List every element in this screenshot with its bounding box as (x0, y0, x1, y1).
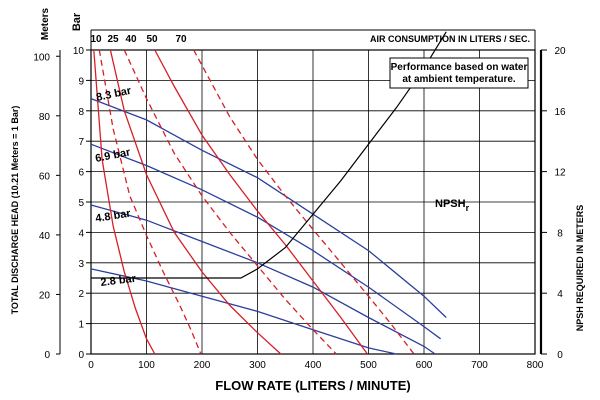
label-6-9-bar: 6.9 bar (94, 146, 132, 165)
bar-unit-label: Bar (71, 12, 83, 31)
meters-tick-label: 60 (39, 171, 51, 182)
x-tick-label: 0 (88, 360, 94, 371)
x-tick-label: 500 (360, 360, 377, 371)
bar-tick-label: 10 (73, 46, 85, 57)
meters-tick-label: 40 (39, 231, 51, 242)
label-npsh-main: NPSH (435, 198, 466, 210)
air-consumption-tick-label: 25 (107, 34, 119, 45)
bar-tick-label: 0 (78, 350, 84, 361)
air-consumption-curve-air-dashed-6 (193, 49, 415, 355)
x-tick-label: 600 (416, 360, 433, 371)
air-consumption-tick-label: 70 (175, 34, 187, 45)
note-box (389, 57, 529, 89)
bar-tick-label: 9 (78, 76, 84, 87)
pressure-curve-8-3-bar (90, 97, 447, 318)
bar-tick-label: 3 (78, 259, 84, 270)
npsh-tick-label: 12 (554, 168, 566, 179)
tick-layer: 0 100 200 300 400 500 600 700 800012345678910020… (33, 34, 566, 371)
air-consumption-tick-label: 50 (146, 34, 158, 45)
curve-layer (90, 31, 447, 355)
bar-tick-label: 6 (78, 168, 84, 179)
meters-unit-label: Meters (40, 7, 51, 40)
x-tick-label: 400 (305, 360, 322, 371)
air-consumption-curve-10 (93, 49, 156, 355)
npsh-axis-title: NPSH REQUIRED IN METERS (575, 205, 585, 332)
label-npsh-sub: r (466, 203, 470, 213)
meters-axis-title: TOTAL DISCHARGE HEAD (10.21 Meters = 1 B… (10, 106, 20, 315)
x-tick-label: 200 (194, 360, 211, 371)
label-8-3-bar: 8.3 bar (95, 85, 133, 104)
pressure-curve-4-8-bar (90, 204, 436, 355)
label-npsh: NPSHr (435, 198, 470, 213)
x-tick-label: 100 (138, 360, 155, 371)
npsh-tick-label: 20 (554, 46, 566, 57)
air-consumption-curve-70 (154, 49, 368, 355)
note-line-2: at ambient temperature. (402, 74, 516, 85)
bar-tick-label: 1 (78, 320, 84, 331)
pressure-curve-2-8-bar (90, 268, 397, 355)
air-consumption-curve-25 (98, 49, 202, 355)
note-line-1: Performance based on water (391, 62, 528, 73)
bar-tick-label: 2 (78, 289, 84, 300)
bar-tick-label: 8 (78, 107, 84, 118)
npsh-tick-label: 4 (557, 289, 563, 300)
bar-tick-label: 5 (78, 198, 84, 209)
x-tick-label: 700 (471, 360, 488, 371)
air-consumption-title: AIR CONSUMPTION IN LITERS / SEC. (370, 34, 530, 44)
air-consumption-tick-label: 40 (125, 34, 137, 45)
meters-tick-label: 80 (39, 112, 51, 123)
grid-layer (59, 29, 543, 355)
npsh-tick-label: 16 (554, 107, 566, 118)
meters-tick-label: 20 (39, 290, 51, 301)
air-consumption-curve-50 (123, 49, 337, 355)
meters-tick-label: 0 (44, 350, 50, 361)
x-tick-label: 800 (527, 360, 544, 371)
pressure-curve-6-9-bar (90, 143, 441, 340)
label-2-8-bar: 2.8 bar (100, 273, 137, 289)
bar-tick-label: 4 (78, 228, 84, 239)
label-4-8-bar: 4.8 bar (95, 207, 133, 225)
meters-tick-label: 100 (33, 52, 50, 63)
npsh-tick-label: 8 (557, 228, 563, 239)
npsh-curve-npshr (91, 31, 447, 279)
bar-tick-label: 7 (78, 137, 84, 148)
air-consumption-curve-40 (109, 49, 282, 355)
air-consumption-tick-label: 10 (90, 34, 102, 45)
flow-rate-axis-title: FLOW RATE (LITERS / MINUTE) (215, 378, 410, 393)
x-tick-label: 300 (249, 360, 266, 371)
npsh-tick-label: 0 (557, 350, 563, 361)
